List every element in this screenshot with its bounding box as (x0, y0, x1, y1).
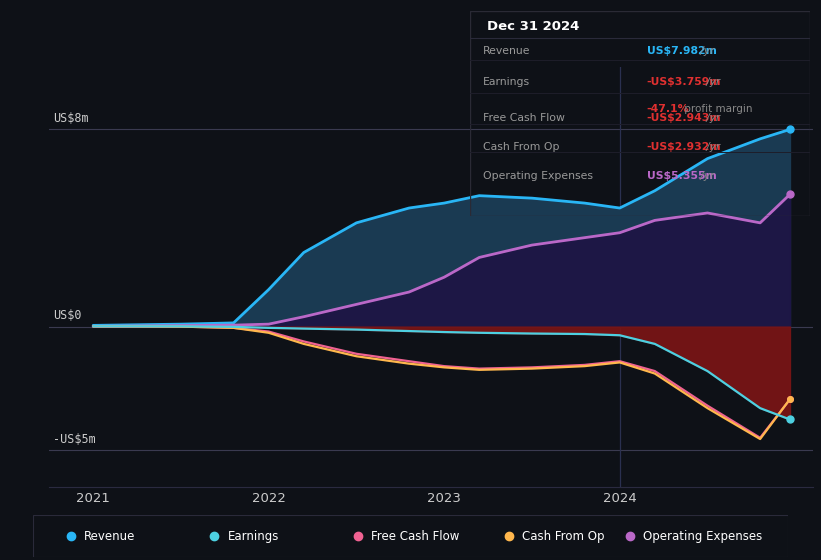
Text: /yr: /yr (703, 77, 720, 87)
Text: -47.1%: -47.1% (647, 104, 690, 114)
Text: Cash From Op: Cash From Op (522, 530, 605, 543)
Text: Operating Expenses: Operating Expenses (484, 171, 594, 181)
Text: US$5.355m: US$5.355m (647, 171, 717, 181)
Text: Earnings: Earnings (227, 530, 279, 543)
Text: Free Cash Flow: Free Cash Flow (371, 530, 460, 543)
Text: US$8m: US$8m (53, 111, 89, 124)
Text: Operating Expenses: Operating Expenses (643, 530, 763, 543)
Text: /yr: /yr (703, 114, 720, 123)
Text: /yr: /yr (703, 142, 720, 152)
Text: /yr: /yr (697, 46, 714, 56)
Text: US$7.982m: US$7.982m (647, 46, 717, 56)
Text: -US$5m: -US$5m (53, 433, 95, 446)
Text: /yr: /yr (697, 171, 714, 181)
Text: Revenue: Revenue (484, 46, 530, 56)
Text: Earnings: Earnings (484, 77, 530, 87)
Text: -US$2.943m: -US$2.943m (647, 114, 722, 123)
Text: Cash From Op: Cash From Op (484, 142, 560, 152)
Text: profit margin: profit margin (681, 104, 752, 114)
Text: US$0: US$0 (53, 309, 81, 322)
Text: -US$2.932m: -US$2.932m (647, 142, 722, 152)
Text: Free Cash Flow: Free Cash Flow (484, 114, 565, 123)
Text: -US$3.759m: -US$3.759m (647, 77, 722, 87)
Text: Dec 31 2024: Dec 31 2024 (487, 20, 579, 34)
Text: Revenue: Revenue (85, 530, 135, 543)
